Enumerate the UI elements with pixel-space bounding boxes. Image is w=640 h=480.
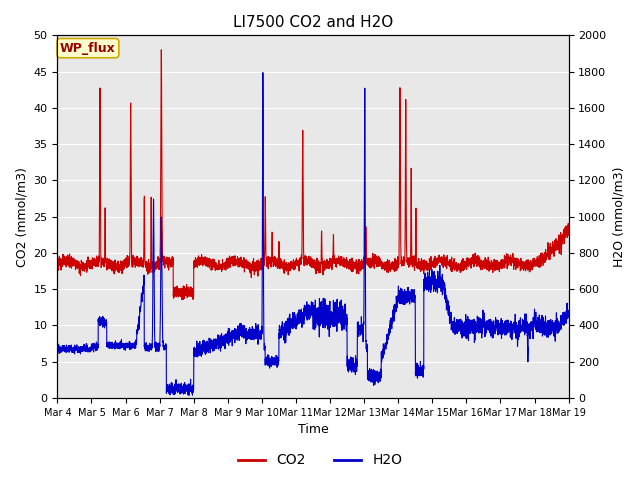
Y-axis label: H2O (mmol/m3): H2O (mmol/m3) (612, 167, 625, 267)
Text: WP_flux: WP_flux (60, 42, 116, 55)
X-axis label: Time: Time (298, 423, 328, 436)
Y-axis label: CO2 (mmol/m3): CO2 (mmol/m3) (15, 167, 28, 266)
Legend: CO2, H2O: CO2, H2O (232, 448, 408, 473)
Title: LI7500 CO2 and H2O: LI7500 CO2 and H2O (233, 15, 393, 30)
